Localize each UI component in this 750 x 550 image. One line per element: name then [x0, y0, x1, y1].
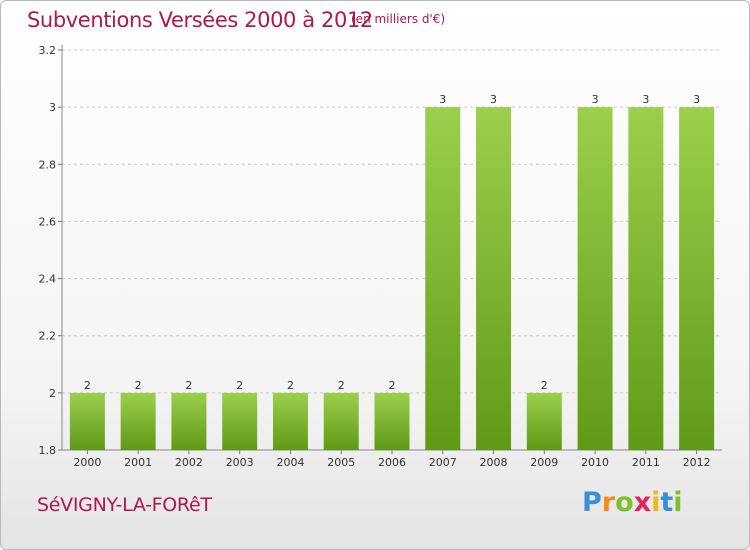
x-tick-label: 2005 [327, 456, 355, 469]
bar-value-label: 3 [592, 93, 599, 106]
bar-value-label: 3 [693, 93, 700, 106]
chart-unit-subtitle: (en milliers d'€) [351, 12, 446, 26]
labels: 2 2000 2 2001 2 2002 2 2003 2 2004 2 2005 2 2006 3 2007… [73, 93, 710, 469]
bar-value-label: 2 [236, 379, 243, 392]
logo-letter: i [673, 487, 683, 518]
y-tick-label: 2.6 [39, 215, 57, 228]
y-tick-label: 3 [49, 101, 56, 114]
logo-letter: r [601, 487, 616, 518]
x-tick-label: 2000 [73, 456, 101, 469]
bar-value-label: 3 [439, 93, 446, 106]
chart-title: Subventions Versées 2000 à 2012 [27, 8, 373, 32]
bar-value-label: 3 [490, 93, 497, 106]
y-tick-label: 2 [49, 387, 56, 400]
bar-value-label: 2 [338, 379, 345, 392]
y-tick-label: 3.2 [39, 44, 57, 57]
x-tick-label: 2010 [581, 456, 609, 469]
bar [679, 107, 715, 451]
y-tick-label: 2.8 [39, 158, 57, 171]
x-tick-label: 2003 [226, 456, 254, 469]
bar [476, 107, 512, 451]
bar-value-label: 2 [84, 379, 91, 392]
bar [628, 107, 664, 451]
x-tick-label: 2004 [276, 456, 304, 469]
bar [171, 392, 207, 450]
y-tick-label: 2.4 [39, 273, 57, 286]
bars [69, 107, 715, 451]
bar [222, 392, 258, 450]
bar-value-label: 2 [541, 379, 548, 392]
y-tick-label: 1.8 [39, 444, 57, 457]
x-tick-label: 2002 [175, 456, 203, 469]
x-tick-label: 2011 [632, 456, 660, 469]
proxiti-logo[interactable]: Proxiti [582, 487, 683, 518]
y-tick-label: 2.2 [39, 330, 57, 343]
logo-letter: i [651, 487, 661, 518]
x-tick-label: 2012 [683, 456, 711, 469]
bar-value-label: 2 [287, 379, 294, 392]
x-tick-label: 2001 [124, 456, 152, 469]
x-tick-label: 2006 [378, 456, 406, 469]
logo-letter: t [660, 487, 674, 518]
x-tick-label: 2007 [429, 456, 457, 469]
bar [526, 392, 562, 450]
bar-value-label: 2 [185, 379, 192, 392]
bar [577, 107, 613, 451]
x-tick-label: 2009 [530, 456, 558, 469]
logo-letter: o [615, 487, 634, 518]
x-tick-label: 2008 [480, 456, 508, 469]
logo-letter: x [633, 487, 652, 518]
bar-value-label: 2 [135, 379, 142, 392]
bar [272, 392, 308, 450]
logo-letter: P [582, 487, 602, 518]
place-name: SéVIGNY-LA-FORêT [37, 494, 212, 516]
bar [374, 392, 410, 450]
bar [120, 392, 156, 450]
bar-value-label: 2 [389, 379, 396, 392]
bar [69, 392, 105, 450]
bar-value-label: 3 [642, 93, 649, 106]
bar [425, 107, 461, 451]
bar [323, 392, 359, 450]
